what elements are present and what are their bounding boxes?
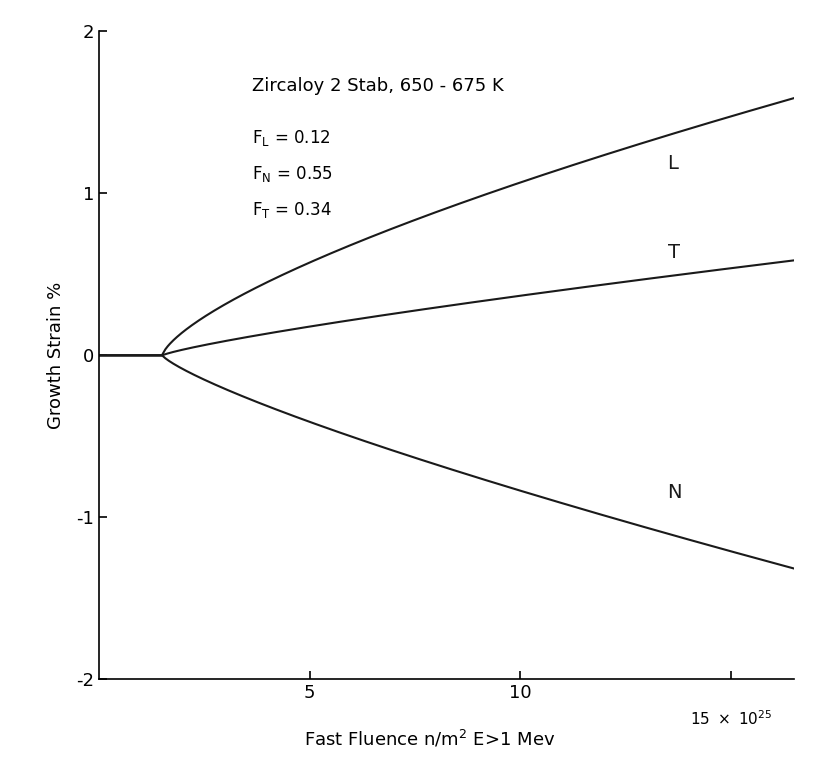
- Text: $\mathrm{F}_\mathrm{L}$ = 0.12: $\mathrm{F}_\mathrm{L}$ = 0.12: [252, 129, 331, 148]
- Y-axis label: Growth Strain %: Growth Strain %: [47, 282, 65, 429]
- Text: N: N: [667, 483, 682, 502]
- Text: Zircaloy 2 Stab, 650 - 675 K: Zircaloy 2 Stab, 650 - 675 K: [252, 77, 504, 95]
- Text: T: T: [667, 243, 680, 262]
- Text: $15\ \times\ 10^{25}$: $15\ \times\ 10^{25}$: [690, 709, 772, 728]
- Text: Fast Fluence n/m$^2$ E>1 Mev: Fast Fluence n/m$^2$ E>1 Mev: [304, 729, 556, 750]
- Text: L: L: [667, 154, 678, 173]
- Text: $\mathrm{F}_\mathrm{N}$ = 0.55: $\mathrm{F}_\mathrm{N}$ = 0.55: [252, 164, 333, 184]
- Text: $\mathrm{F}_\mathrm{T}$ = 0.34: $\mathrm{F}_\mathrm{T}$ = 0.34: [252, 200, 332, 219]
